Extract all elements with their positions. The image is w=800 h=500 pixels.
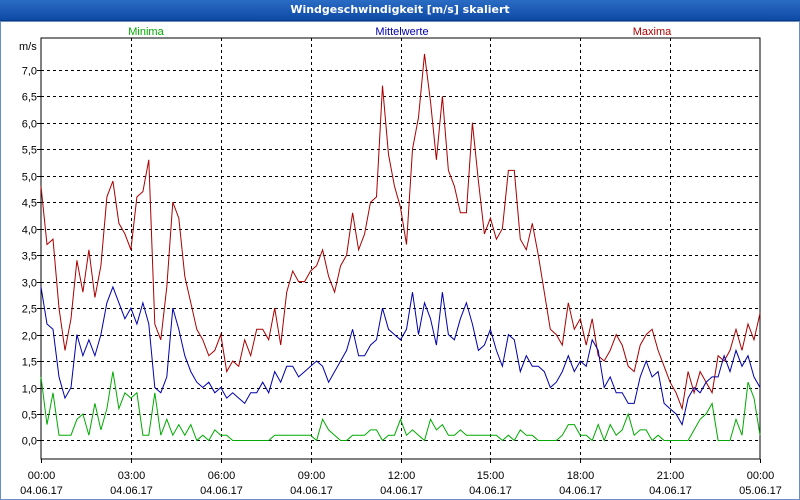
x-tick-time: 18:00 xyxy=(567,470,595,482)
series-line-maxima xyxy=(40,53,761,411)
plot-border xyxy=(40,37,761,460)
y-tick-label: 1,0 xyxy=(22,384,37,396)
y-tick-label: 0,5 xyxy=(22,410,37,422)
window-title: Windgeschwindigkeit [m/s] skaliert xyxy=(290,3,510,16)
series-layer xyxy=(40,53,761,442)
y-tick-label: 5,0 xyxy=(22,172,37,184)
y-tick-label: 2,5 xyxy=(22,304,37,316)
x-tick-date: 04.06.17 xyxy=(380,485,423,497)
x-tick-date: 04.06.17 xyxy=(559,485,602,497)
x-tick-time: 00:00 xyxy=(28,470,56,482)
y-tick-label: 6,5 xyxy=(22,92,37,104)
x-tick-date: 04.06.17 xyxy=(200,485,243,497)
y-tick-label: 2,0 xyxy=(22,331,37,343)
grid-layer xyxy=(41,38,760,459)
x-tick-time: 03:00 xyxy=(118,470,146,482)
y-tick-label: 3,0 xyxy=(22,278,37,290)
x-tick-date: 04.06.17 xyxy=(110,485,153,497)
x-tick-time: 12:00 xyxy=(388,470,416,482)
series-line-mittelwerte xyxy=(40,285,761,426)
legend-layer: Minima Mittelwerte Maxima xyxy=(128,26,672,38)
x-tick-date: 04.06.17 xyxy=(20,485,63,497)
series-line-minima xyxy=(40,371,761,442)
y-tick-label: 7,0 xyxy=(22,66,37,78)
legend-mittelwerte: Mittelwerte xyxy=(375,26,428,38)
x-tick-date: 04.06.17 xyxy=(649,485,692,497)
y-tick-label: 0,0 xyxy=(22,436,37,448)
y-tick-label: 4,5 xyxy=(22,198,37,210)
x-tick-time: 06:00 xyxy=(208,470,236,482)
x-tick-time: 00:00 xyxy=(747,470,775,482)
x-tick-date: 05.06.17 xyxy=(739,485,782,497)
y-tick-label: 4,0 xyxy=(22,225,37,237)
axis-layer: 0,0 0,5 1,0 1,5 2,0 2,5 3,0 3,5 4,0 4,5 5,0 5,5 6,0 6… xyxy=(20,37,782,497)
title-bar: Windgeschwindigkeit [m/s] skaliert xyxy=(0,0,800,21)
x-tick-date: 04.06.17 xyxy=(290,485,333,497)
legend-minima: Minima xyxy=(128,26,164,38)
y-tick-label: 3,5 xyxy=(22,251,37,263)
legend-maxima: Maxima xyxy=(633,26,672,38)
x-tick-time: 15:00 xyxy=(477,470,505,482)
x-tick-time: 21:00 xyxy=(657,470,685,482)
x-tick-time: 09:00 xyxy=(298,470,326,482)
y-tick-label: 5,5 xyxy=(22,145,37,157)
x-tick-date: 04.06.17 xyxy=(469,485,512,497)
y-axis-unit: m/s xyxy=(19,41,37,53)
y-tick-label: 6,0 xyxy=(22,119,37,131)
y-tick-label: 1,5 xyxy=(22,357,37,369)
